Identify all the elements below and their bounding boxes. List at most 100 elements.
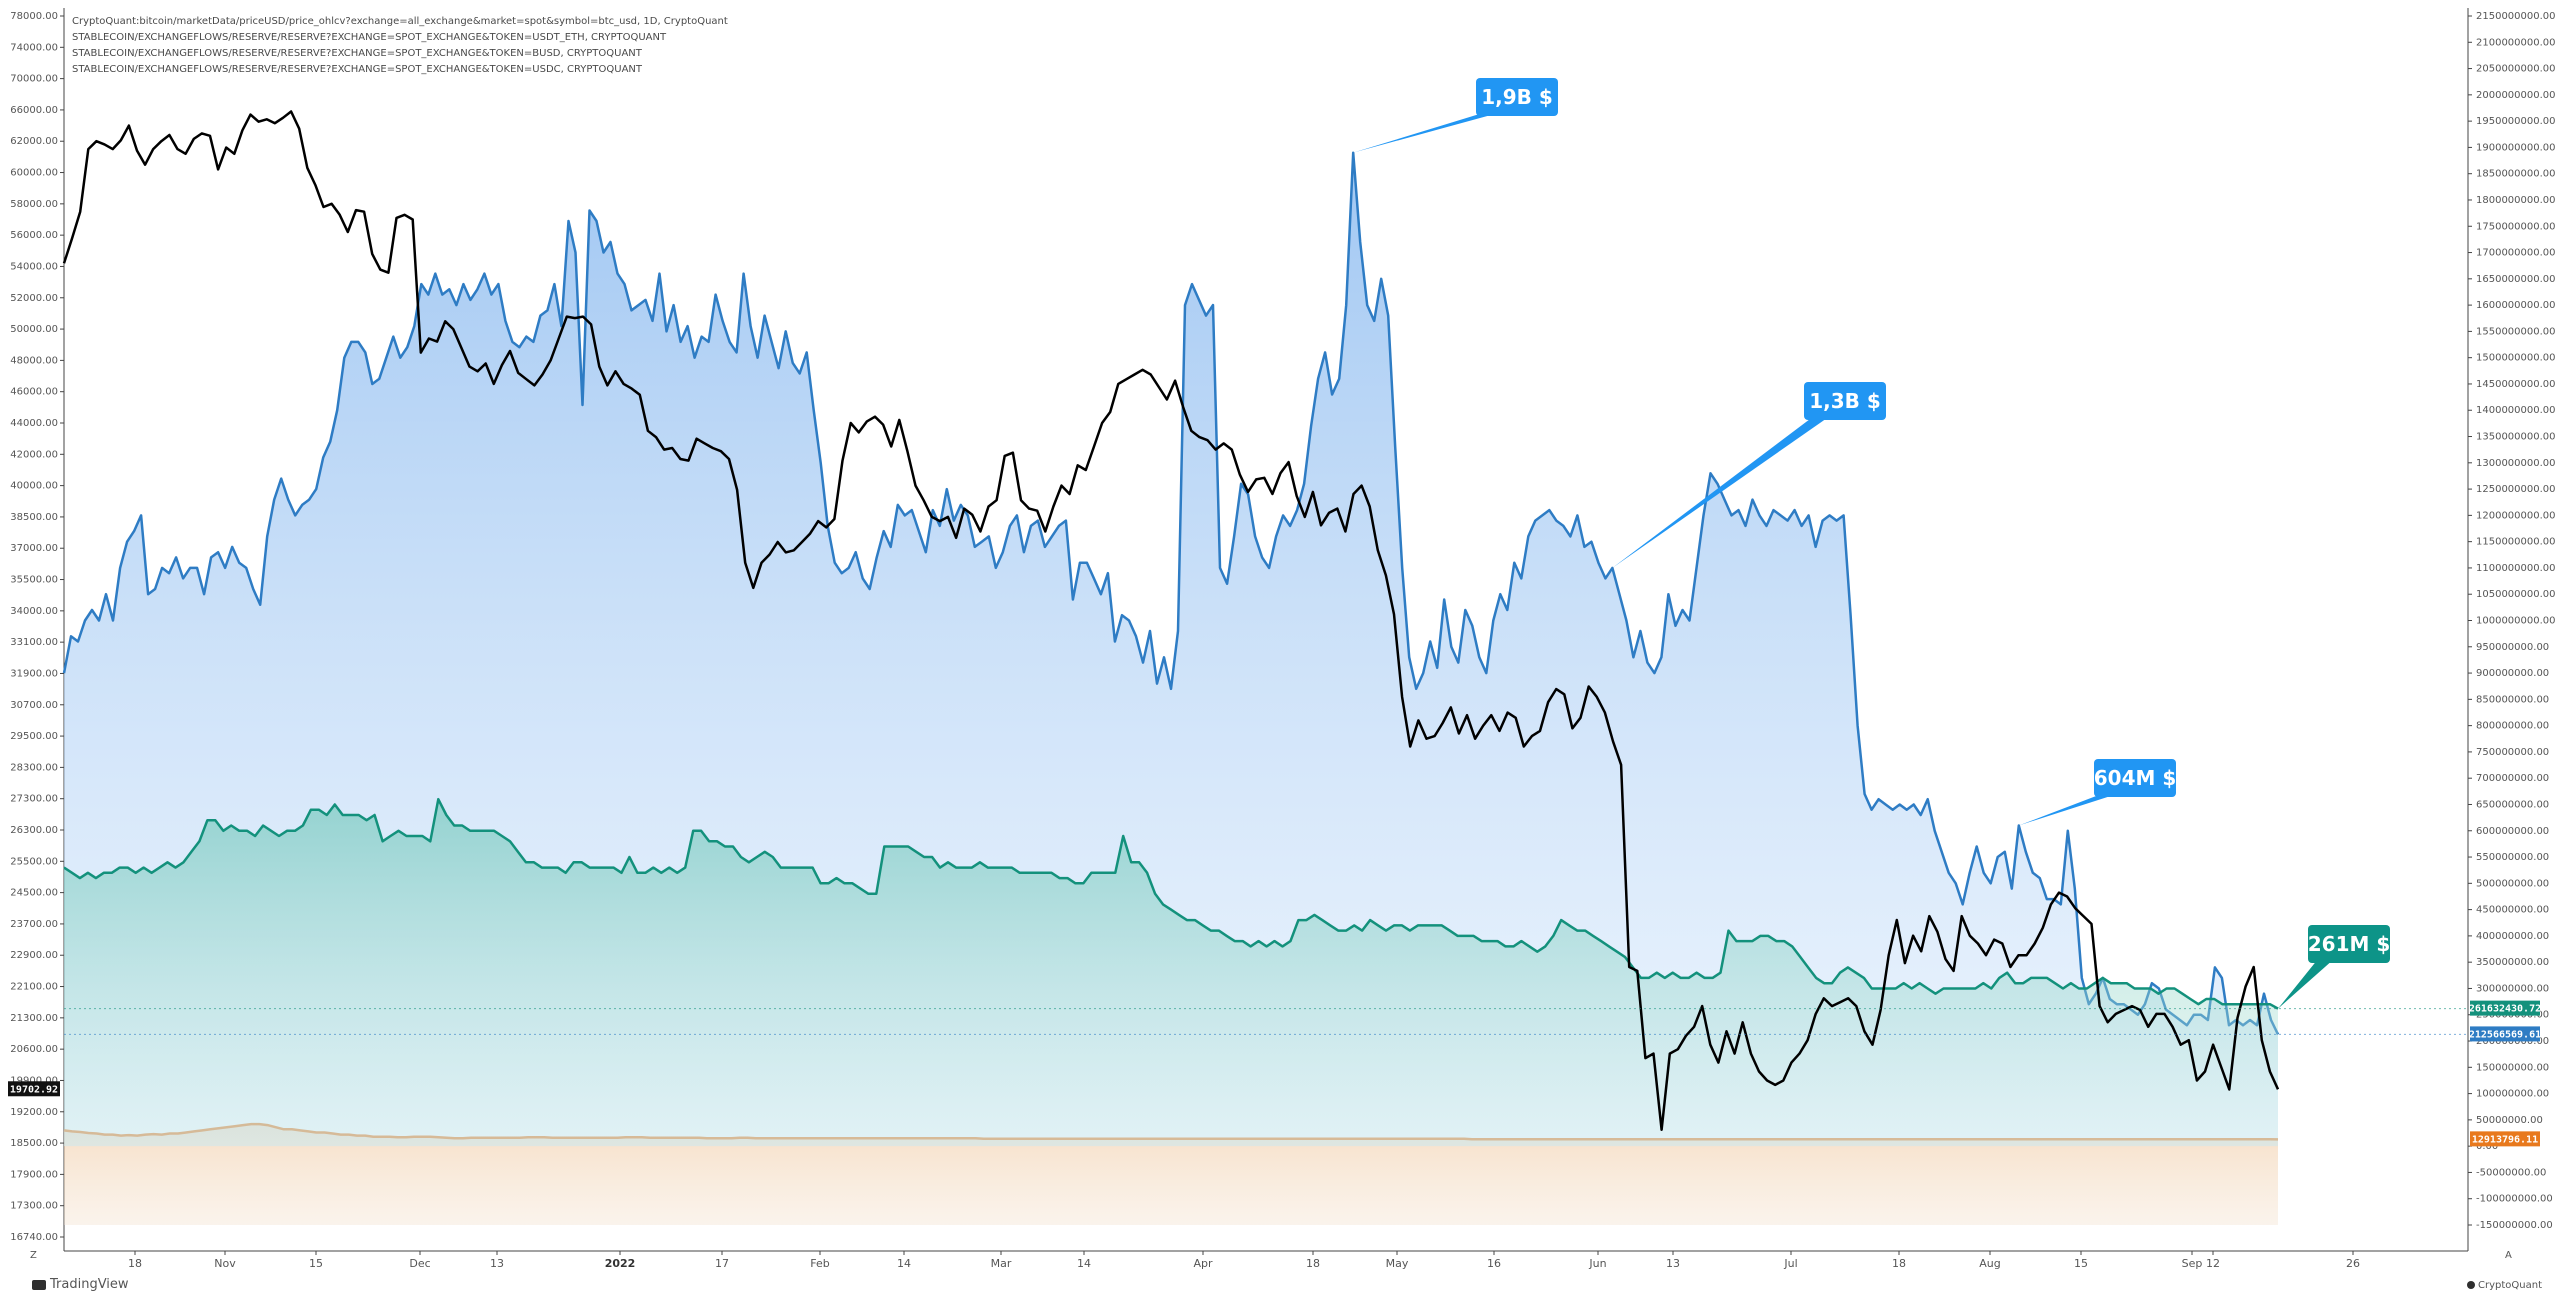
right-reserve-axis: 2150000000.00 2100000000.00 2050000000.00 2… bbox=[2467, 8, 2556, 1251]
callout-3: 604M $ bbox=[2018, 759, 2176, 826]
callout-text: 1,3B $ bbox=[1809, 389, 1881, 413]
tradingview-label: TradingView bbox=[50, 1277, 129, 1292]
left-tick-label: 30700.00 bbox=[10, 700, 58, 711]
tag-box bbox=[2470, 1000, 2540, 1016]
tag-box bbox=[2470, 1131, 2540, 1147]
right-tick-label: 1800000000.00 bbox=[2476, 195, 2556, 206]
time-tick-label: 13 bbox=[1666, 1257, 1680, 1270]
left-tick-label: 66000.00 bbox=[10, 105, 58, 116]
tradingview-brand: TradingView bbox=[32, 1277, 129, 1292]
left-tick-label: 52000.00 bbox=[10, 293, 58, 304]
right-tick-label: 1950000000.00 bbox=[2476, 116, 2556, 127]
callout-2: 1,3B $ bbox=[1612, 382, 1886, 568]
left-tick-label: 20600.00 bbox=[10, 1044, 58, 1055]
time-tick-label: May bbox=[1386, 1257, 1409, 1270]
time-tick-label: Nov bbox=[214, 1257, 236, 1270]
right-tick-label: 2000000000.00 bbox=[2476, 90, 2556, 101]
btc-last-tag: 19702.92 bbox=[8, 1081, 60, 1097]
auto-scale-toggle[interactable]: A bbox=[2505, 1250, 2512, 1261]
tag-box bbox=[8, 1081, 60, 1097]
left-tick-label: 22100.00 bbox=[10, 982, 58, 993]
right-tick-label: 100000000.00 bbox=[2476, 1089, 2549, 1100]
left-tick-label: 44000.00 bbox=[10, 418, 58, 429]
left-tick-label: 42000.00 bbox=[10, 449, 58, 460]
tag-box bbox=[2470, 1026, 2540, 1042]
right-tick-label: 50000000.00 bbox=[2476, 1115, 2543, 1126]
right-tick-label: 1600000000.00 bbox=[2476, 300, 2556, 311]
right-tick-label: 2150000000.00 bbox=[2476, 11, 2556, 22]
cryptoquant-icon bbox=[2467, 1281, 2475, 1289]
legend-busd: STABLECOIN/EXCHANGEFLOWS/RESERVE/RESERVE… bbox=[72, 48, 642, 59]
tag-label: 12913796.11 bbox=[2472, 1134, 2538, 1145]
time-tick-label: Aug bbox=[1979, 1257, 2000, 1270]
right-tick-label: 900000000.00 bbox=[2476, 668, 2549, 679]
time-tick-label: Mar bbox=[991, 1257, 1012, 1270]
right-tick-label: 1700000000.00 bbox=[2476, 248, 2556, 259]
time-tick-label: 18 bbox=[1892, 1257, 1906, 1270]
time-tick-label: 2022 bbox=[605, 1257, 636, 1270]
callout-pointer bbox=[2018, 793, 2120, 826]
time-tick-label: Dec bbox=[409, 1257, 430, 1270]
right-tick-label: 500000000.00 bbox=[2476, 878, 2549, 889]
callout-1: 1,9B $ bbox=[1353, 78, 1558, 153]
time-tick-label: 17 bbox=[715, 1257, 729, 1270]
callout-pointer bbox=[2278, 959, 2334, 1009]
left-tick-label: 74000.00 bbox=[10, 42, 58, 53]
usdt-line bbox=[63, 797, 2279, 1010]
right-tick-label: 1200000000.00 bbox=[2476, 510, 2556, 521]
left-tick-label: 35500.00 bbox=[10, 575, 58, 586]
usdc-last-tag: 12913796.11 bbox=[2470, 1131, 2540, 1147]
callout-box bbox=[2308, 925, 2390, 963]
right-tick-label: 1000000000.00 bbox=[2476, 616, 2556, 627]
left-tick-label: 29500.00 bbox=[10, 731, 58, 742]
time-tick-label: 14 bbox=[1077, 1257, 1091, 1270]
callout-pointer bbox=[1612, 416, 1830, 568]
left-tick-label: 16740.00 bbox=[10, 1232, 58, 1243]
right-tick-label: 350000000.00 bbox=[2476, 957, 2549, 968]
right-tick-label: 400000000.00 bbox=[2476, 931, 2549, 942]
left-tick-label: 18500.00 bbox=[10, 1138, 58, 1149]
left-tick-label: 54000.00 bbox=[10, 261, 58, 272]
time-tick-label: Jul bbox=[1783, 1257, 1797, 1270]
left-tick-label: 40000.00 bbox=[10, 481, 58, 492]
callout-pointer bbox=[1353, 112, 1502, 153]
cryptoquant-brand: CryptoQuant bbox=[2467, 1280, 2542, 1291]
left-tick-label: 21300.00 bbox=[10, 1013, 58, 1024]
left-tick-label: 62000.00 bbox=[10, 136, 58, 147]
callout-text: 1,9B $ bbox=[1481, 85, 1553, 109]
left-tick-label: 70000.00 bbox=[10, 74, 58, 85]
right-tick-label: 650000000.00 bbox=[2476, 799, 2549, 810]
btc-line bbox=[62, 110, 2280, 1131]
series-legend: CryptoQuant:bitcoin/marketData/priceUSD/… bbox=[72, 14, 728, 78]
left-tick-label: 23700.00 bbox=[10, 919, 58, 930]
cryptoquant-label: CryptoQuant bbox=[2478, 1280, 2542, 1291]
right-tick-label: 1750000000.00 bbox=[2476, 221, 2556, 232]
right-tick-label: 150000000.00 bbox=[2476, 1062, 2549, 1073]
left-tick-label: 22900.00 bbox=[10, 950, 58, 961]
right-tick-label: -50000000.00 bbox=[2476, 1167, 2546, 1178]
time-axis: 18 Nov 15 Dec 13 2022 17 Feb 14 Mar 14 Apr 18 May 16 Ju… bbox=[64, 1250, 2468, 1270]
left-tick-label: 58000.00 bbox=[10, 199, 58, 210]
legend-usdc: STABLECOIN/EXCHANGEFLOWS/RESERVE/RESERVE… bbox=[72, 64, 643, 75]
time-tick-label: 14 bbox=[897, 1257, 911, 1270]
left-tick-label: 17900.00 bbox=[10, 1169, 58, 1180]
right-tick-label: 1300000000.00 bbox=[2476, 458, 2556, 469]
right-tick-label: 2050000000.00 bbox=[2476, 64, 2556, 75]
log-scale-toggle[interactable]: Z bbox=[30, 1250, 37, 1261]
time-tick-label: 15 bbox=[2074, 1257, 2088, 1270]
tradingview-icon bbox=[32, 1279, 46, 1290]
right-tick-label: 1100000000.00 bbox=[2476, 563, 2556, 574]
time-tick-label: 26 bbox=[2346, 1257, 2360, 1270]
left-tick-label: 50000.00 bbox=[10, 324, 58, 335]
legend-btc: CryptoQuant:bitcoin/marketData/priceUSD/… bbox=[72, 16, 728, 27]
callout-4: 261M $ bbox=[2278, 925, 2390, 1009]
right-tick-label: -100000000.00 bbox=[2476, 1194, 2553, 1205]
left-tick-label: 60000.00 bbox=[10, 168, 58, 179]
plot-area bbox=[62, 110, 2468, 1225]
time-tick-label: 18 bbox=[1306, 1257, 1320, 1270]
right-tick-label: 800000000.00 bbox=[2476, 721, 2549, 732]
left-tick-label: 25500.00 bbox=[10, 856, 58, 867]
right-tick-label: 1850000000.00 bbox=[2476, 169, 2556, 180]
left-tick-label: 27300.00 bbox=[10, 794, 58, 805]
